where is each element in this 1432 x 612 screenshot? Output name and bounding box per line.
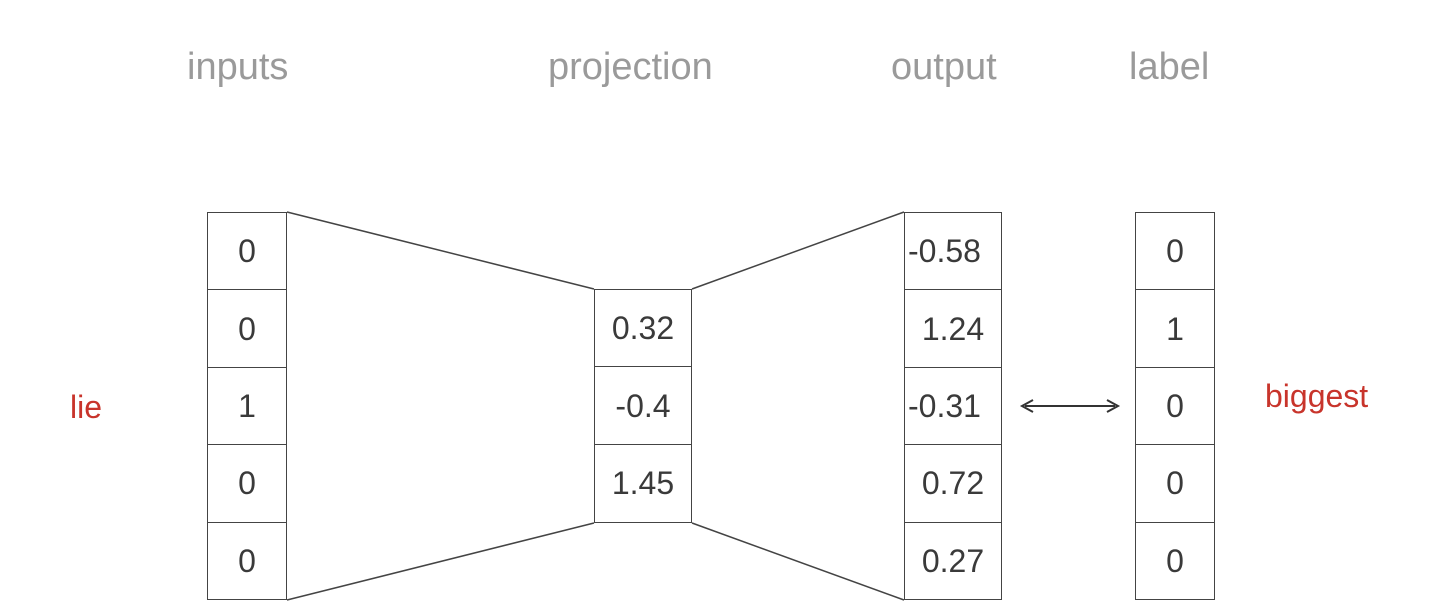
projection-cell: -0.4 (595, 367, 691, 445)
double-arrow-icon (1019, 399, 1121, 413)
label-cell: 1 (1136, 290, 1214, 368)
input-to-projection-bottom-line (286, 522, 595, 601)
inputs-vector: 0 0 1 0 0 (207, 212, 287, 600)
label-cell: 0 (1136, 445, 1214, 523)
inputs-header: inputs (187, 46, 289, 88)
projection-to-output-top-line (691, 211, 905, 290)
input-cell: 0 (208, 445, 286, 523)
input-cell: 0 (208, 213, 286, 291)
label-cell: 0 (1166, 543, 1184, 580)
projection-cell: 0.32 (595, 290, 691, 368)
output-cell: 0.27 (921, 543, 985, 580)
input-word: lie (70, 389, 103, 425)
output-cell: -0.31 (905, 368, 1001, 446)
input-to-projection-top-line (286, 211, 595, 290)
target-word: biggest (1265, 378, 1369, 414)
output-vector: -0.58 1.24 -0.31 0.72 0.27 (904, 212, 1002, 600)
projection-vector: 0.32 -0.4 1.45 (594, 289, 692, 523)
label-header: label (1129, 46, 1210, 88)
projection-cell: 1.45 (611, 465, 675, 502)
input-cell: 0 (238, 543, 256, 580)
output-cell: 1.24 (905, 290, 1001, 368)
output-cell: -0.58 (905, 213, 1001, 291)
projection-to-output-bottom-line (691, 522, 905, 601)
label-vector: 0 1 0 0 0 (1135, 212, 1215, 600)
input-cell: 1 (208, 368, 286, 446)
label-cell: 0 (1136, 368, 1214, 446)
output-cell: 0.72 (905, 445, 1001, 523)
input-cell: 0 (208, 290, 286, 368)
output-header: output (891, 46, 997, 88)
projection-header: projection (548, 46, 713, 88)
label-cell: 0 (1136, 213, 1214, 291)
